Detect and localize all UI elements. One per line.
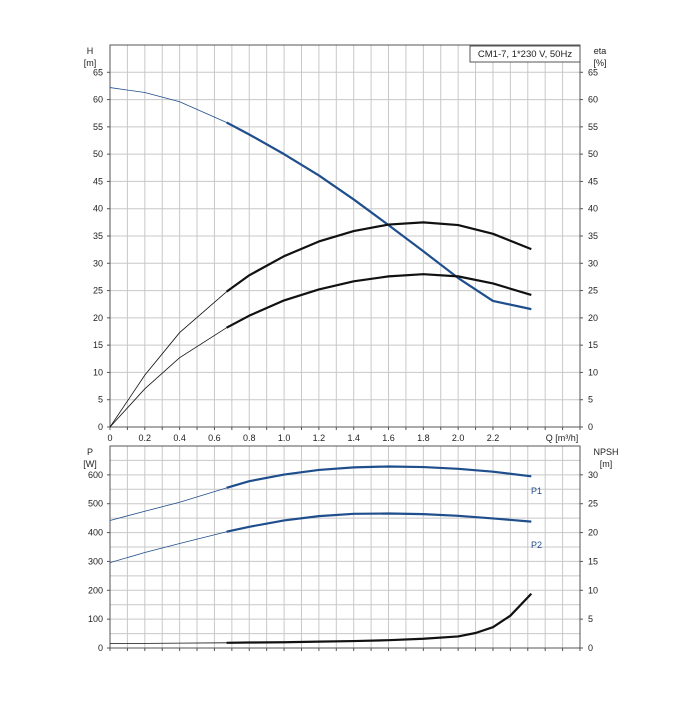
head-tick-label: 65 bbox=[93, 67, 103, 77]
head-tick-label: 20 bbox=[93, 313, 103, 323]
power-tick-label: 400 bbox=[88, 528, 103, 538]
head-curve-duty bbox=[226, 121, 532, 311]
power-tick-label: 300 bbox=[88, 556, 103, 566]
flow-axis-label: Q [m³/h] bbox=[546, 433, 579, 443]
head-axis-label: H bbox=[87, 46, 94, 56]
power-tick-label: 200 bbox=[88, 585, 103, 595]
efficiency-tick-label: 10 bbox=[588, 367, 598, 377]
efficiency-tick-label: 15 bbox=[588, 340, 598, 350]
x-tick-label: 0.6 bbox=[208, 433, 221, 443]
head-tick-label: 5 bbox=[98, 395, 103, 405]
npsh-tick-label: 15 bbox=[588, 556, 598, 566]
x-tick-label: 2.0 bbox=[452, 433, 465, 443]
x-tick-label: 1.6 bbox=[382, 433, 395, 443]
p1-curve-duty bbox=[226, 465, 532, 489]
head-tick-label: 60 bbox=[93, 95, 103, 105]
efficiency-tick-label: 40 bbox=[588, 204, 598, 214]
p2-curve-duty bbox=[226, 512, 532, 533]
power-chart-series bbox=[109, 465, 533, 644]
head-tick-label: 50 bbox=[93, 149, 103, 159]
x-tick-label: 2.2 bbox=[487, 433, 500, 443]
series-label-p2: P2 bbox=[531, 540, 542, 550]
efficiency-tick-label: 45 bbox=[588, 176, 598, 186]
efficiency-tick-label: 5 bbox=[588, 395, 593, 405]
power-chart-frame bbox=[109, 445, 581, 649]
head-tick-label: 55 bbox=[93, 122, 103, 132]
series-label-p1: P1 bbox=[531, 486, 542, 496]
head-chart-series bbox=[109, 87, 532, 428]
efficiency-curve-lower-full bbox=[109, 273, 532, 428]
head-tick-label: 40 bbox=[93, 204, 103, 214]
head-tick-label: 0 bbox=[98, 422, 103, 432]
x-tick-label: 1.0 bbox=[278, 433, 291, 443]
power-tick-label: 600 bbox=[88, 470, 103, 480]
head-tick-label: 10 bbox=[93, 367, 103, 377]
npsh-curve-full bbox=[110, 593, 532, 644]
chart-title-box bbox=[469, 45, 581, 63]
npsh-axis-unit: [m] bbox=[600, 459, 613, 469]
x-tick-label: 1.2 bbox=[313, 433, 326, 443]
power-chart-grid bbox=[110, 446, 580, 648]
power-axis-unit: [W] bbox=[83, 459, 97, 469]
x-tick-label: 0 bbox=[107, 433, 112, 443]
npsh-tick-label: 5 bbox=[588, 614, 593, 624]
efficiency-tick-label: 65 bbox=[588, 67, 598, 77]
efficiency-tick-label: 20 bbox=[588, 313, 598, 323]
npsh-tick-label: 10 bbox=[588, 585, 598, 595]
x-tick-label: 1.4 bbox=[347, 433, 360, 443]
efficiency-tick-label: 30 bbox=[588, 258, 598, 268]
head-curve-full bbox=[109, 87, 532, 310]
efficiency-curve-lower-duty bbox=[226, 273, 532, 329]
efficiency-tick-label: 35 bbox=[588, 231, 598, 241]
head-tick-label: 45 bbox=[93, 176, 103, 186]
power-tick-label: 500 bbox=[88, 499, 103, 509]
head-tick-label: 35 bbox=[93, 231, 103, 241]
efficiency-tick-label: 50 bbox=[588, 149, 598, 159]
head-tick-label: 15 bbox=[93, 340, 103, 350]
npsh-tick-label: 30 bbox=[588, 470, 598, 480]
npsh-tick-label: 25 bbox=[588, 499, 598, 509]
power-chart-ticks: 0 100 200 300 400 500 600 0 5 10 15 20 25 30 bbox=[88, 470, 598, 653]
head-chart-ticks: 0 0.2 0.4 0.6 0.8 1.0 1.2 1.4 1.6 1.8 2.0 2.20 05 510… bbox=[93, 67, 598, 443]
efficiency-axis-unit: [%] bbox=[593, 58, 606, 68]
chart-title: CM1-7, 1*230 V, 50Hz bbox=[478, 49, 572, 60]
efficiency-tick-label: 0 bbox=[588, 422, 593, 432]
npsh-curve-duty bbox=[226, 592, 533, 644]
head-axis-unit: [m] bbox=[84, 58, 97, 68]
efficiency-tick-label: 60 bbox=[588, 95, 598, 105]
efficiency-curve-upper-full bbox=[109, 221, 532, 428]
efficiency-curve-upper-duty bbox=[225, 221, 532, 293]
npsh-axis-label: NPSH bbox=[593, 447, 618, 457]
efficiency-axis-label: eta bbox=[594, 46, 607, 56]
head-tick-label: 25 bbox=[93, 286, 103, 296]
x-tick-label: 0.2 bbox=[139, 433, 152, 443]
npsh-tick-label: 0 bbox=[588, 643, 593, 653]
npsh-tick-label: 20 bbox=[588, 528, 598, 538]
power-axis-label: P bbox=[87, 447, 93, 457]
power-tick-label: 0 bbox=[98, 643, 103, 653]
efficiency-tick-label: 55 bbox=[588, 122, 598, 132]
head-tick-label: 30 bbox=[93, 258, 103, 268]
efficiency-tick-label: 25 bbox=[588, 286, 598, 296]
p2-curve-full bbox=[109, 513, 532, 563]
power-tick-label: 100 bbox=[88, 614, 103, 624]
x-tick-label: 0.4 bbox=[173, 433, 186, 443]
x-tick-label: 1.8 bbox=[417, 433, 430, 443]
x-tick-label: 0.8 bbox=[243, 433, 256, 443]
